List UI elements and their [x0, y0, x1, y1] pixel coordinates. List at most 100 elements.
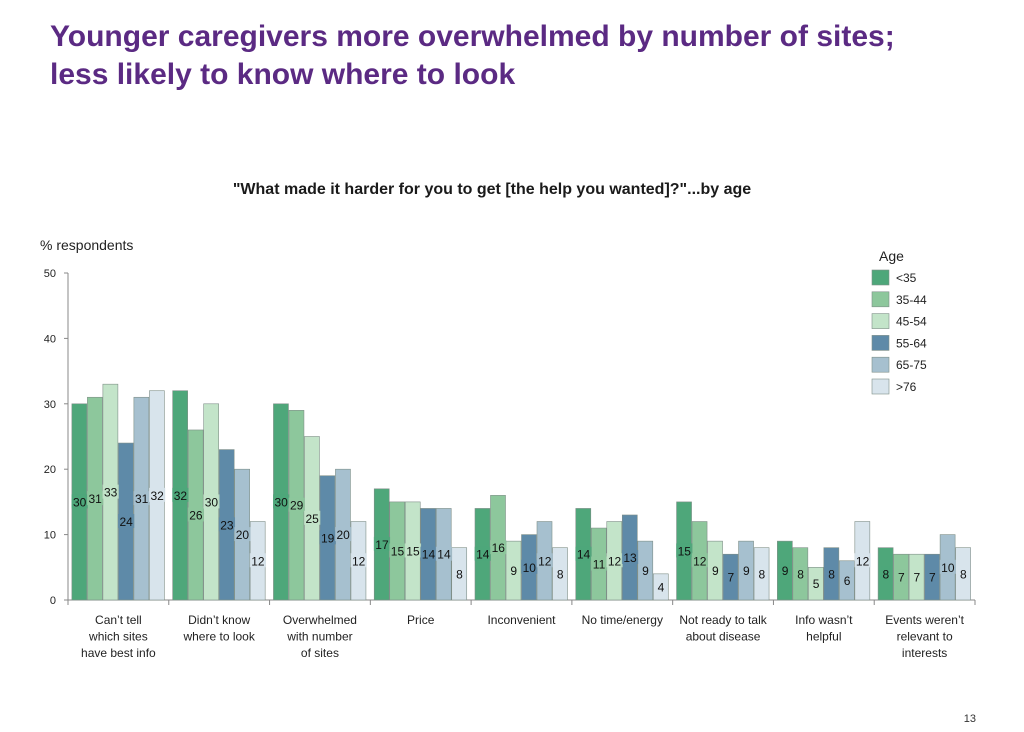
- x-category-label: Price: [407, 613, 435, 627]
- data-label: 32: [174, 489, 188, 503]
- data-label: 9: [642, 564, 649, 578]
- y-tick-label: 10: [44, 530, 56, 542]
- legend-swatch-<35: [871, 269, 890, 286]
- data-label-bg: [780, 563, 790, 578]
- data-label-bg: [590, 556, 608, 571]
- slide-title-line-2: less likely to know where to look: [50, 58, 516, 91]
- legend-label-<35: <35: [896, 271, 917, 285]
- data-label-bg: [288, 497, 305, 512]
- data-label: 7: [914, 571, 921, 585]
- x-category-label: helpful: [806, 630, 841, 644]
- data-label: 9: [743, 564, 750, 578]
- data-label: 14: [437, 548, 451, 562]
- data-label-bg: [234, 527, 251, 542]
- data-label-bg: [133, 491, 150, 506]
- legend-swatch-55-64: [871, 335, 890, 351]
- legend-swatch-65-75: [871, 356, 890, 373]
- data-label-bg: [575, 546, 592, 561]
- x-category-label: No time/energy: [582, 613, 663, 627]
- data-label: 6: [844, 574, 851, 588]
- y-tick-label: 20: [44, 464, 56, 476]
- slide-title: Younger caregivers more overwhelmed by n…: [50, 18, 990, 94]
- data-label-bg: [676, 543, 693, 558]
- y-tick-label: 40: [44, 333, 56, 345]
- x-category-label: relevant to: [897, 630, 953, 644]
- data-label-bg: [273, 494, 290, 509]
- data-label: 14: [476, 548, 490, 562]
- legend-label->76: >76: [896, 380, 917, 394]
- data-label-bg: [842, 572, 852, 587]
- data-label: 30: [275, 495, 289, 509]
- data-label-bg: [454, 566, 465, 581]
- data-label-bg: [726, 569, 736, 584]
- data-label: 12: [352, 554, 366, 568]
- legend-swatch-35-44: [871, 291, 890, 308]
- data-label-bg: [118, 514, 135, 529]
- data-label: 12: [693, 554, 707, 568]
- data-label-bg: [912, 569, 922, 584]
- data-label: 5: [813, 577, 820, 591]
- data-label: 4: [658, 580, 665, 594]
- data-label: 20: [337, 528, 351, 542]
- y-axis-label: % respondents: [40, 237, 133, 253]
- data-label-bg: [710, 563, 721, 578]
- data-label: 8: [960, 567, 967, 581]
- data-label: 32: [150, 489, 164, 503]
- data-label: 31: [88, 492, 102, 506]
- data-label: 15: [406, 544, 420, 558]
- data-label: 12: [856, 554, 870, 568]
- x-category-label: where to look: [182, 630, 255, 644]
- slide-title-line-1: Younger caregivers more overwhelmed by n…: [50, 20, 895, 53]
- legend-title: Age: [879, 248, 904, 264]
- x-category-label: Can’t tell: [95, 613, 142, 627]
- data-label: 8: [557, 567, 564, 581]
- data-label: 25: [306, 512, 320, 526]
- data-label-bg: [87, 491, 104, 506]
- legend-swatch-45-54: [871, 313, 890, 329]
- data-label: 20: [236, 528, 250, 542]
- x-category-label: Not ready to talk: [679, 613, 767, 627]
- data-label-bg: [881, 566, 891, 581]
- data-label-bg: [854, 553, 871, 568]
- x-category-label: interests: [902, 646, 947, 660]
- legend-label-45-54: 45-54: [896, 315, 927, 329]
- data-label-bg: [621, 549, 639, 564]
- x-category-label: Didn’t know: [188, 613, 250, 627]
- data-label-bg: [927, 569, 938, 584]
- x-category-label: Events weren’t: [885, 613, 964, 627]
- data-label: 8: [456, 567, 463, 581]
- data-label: 10: [941, 561, 955, 575]
- data-label: 7: [898, 571, 905, 585]
- data-label-bg: [741, 563, 752, 578]
- data-label-bg: [555, 566, 566, 581]
- y-tick-label: 30: [44, 399, 56, 411]
- data-label: 24: [119, 515, 133, 529]
- data-label: 17: [375, 538, 389, 552]
- legend-label-55-64: 55-64: [896, 336, 927, 350]
- data-label-bg: [521, 559, 538, 574]
- data-label: 29: [290, 499, 304, 513]
- data-label-bg: [335, 527, 352, 542]
- data-label-bg: [319, 530, 336, 545]
- data-label: 12: [251, 554, 265, 568]
- data-label: 9: [782, 564, 789, 578]
- data-label: 11: [593, 558, 606, 572]
- data-label-bg: [757, 566, 767, 581]
- data-label-bg: [606, 553, 623, 568]
- data-label-bg: [102, 484, 119, 499]
- data-label: 9: [712, 564, 719, 578]
- data-label-bg: [640, 563, 651, 578]
- data-label-bg: [826, 566, 837, 581]
- y-tick-label: 0: [50, 595, 56, 607]
- data-label-bg: [435, 546, 453, 561]
- data-label: 12: [608, 554, 622, 568]
- data-label: 14: [422, 548, 436, 562]
- data-label-bg: [795, 566, 806, 581]
- data-label-bg: [536, 553, 553, 568]
- page-number: 13: [963, 713, 976, 725]
- data-label: 7: [929, 571, 936, 585]
- data-label: 9: [510, 564, 517, 578]
- data-label-bg: [490, 540, 507, 555]
- data-label: 26: [189, 508, 203, 522]
- data-label-bg: [373, 536, 391, 551]
